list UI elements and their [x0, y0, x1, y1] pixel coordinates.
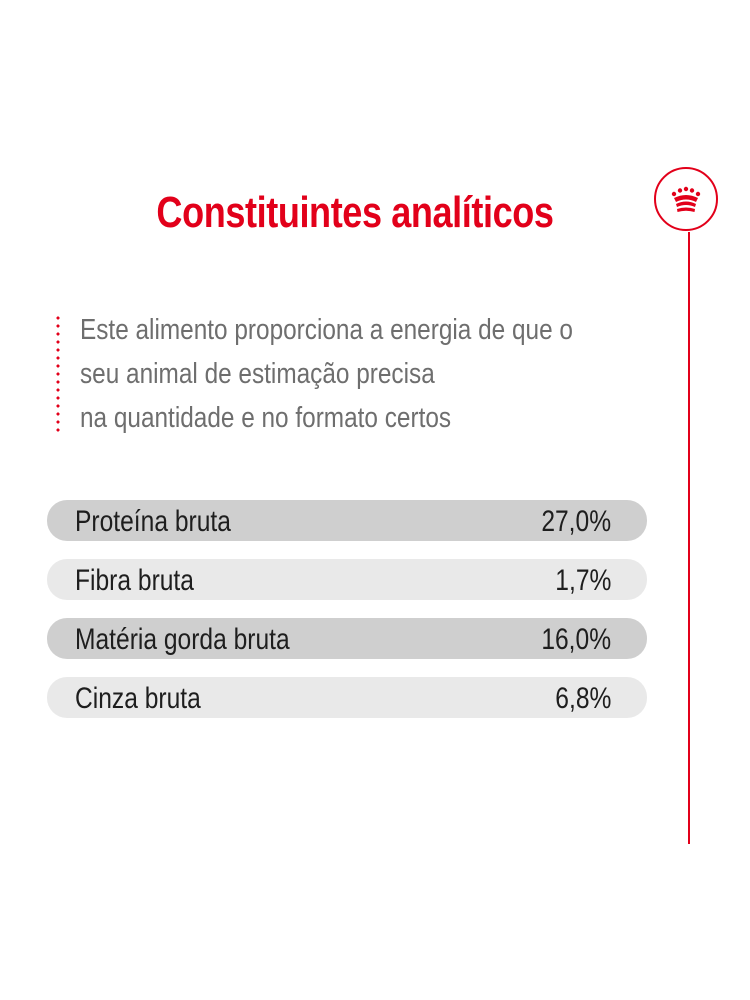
- intro-line: Este alimento proporciona a energia de q…: [80, 314, 573, 346]
- constituent-row: Cinza bruta 6,8%: [47, 677, 647, 718]
- dotted-divider: [56, 314, 60, 432]
- intro-block: Este alimento proporciona a energia de q…: [56, 308, 656, 440]
- intro-text: Este alimento proporciona a energia de q…: [80, 308, 634, 440]
- royal-crown-icon: [654, 167, 718, 231]
- constituent-label: Matéria gorda bruta: [75, 623, 290, 656]
- constituent-value: 6,8%: [554, 682, 611, 715]
- constituent-value: 16,0%: [541, 623, 611, 656]
- decorative-vertical-line: [688, 232, 690, 844]
- page-title: Constituintes analíticos: [156, 188, 554, 237]
- constituents-table: Proteína bruta 27,0% Fibra bruta 1,7% Ma…: [47, 500, 647, 736]
- constituent-label: Cinza bruta: [75, 682, 201, 715]
- constituent-label: Fibra bruta: [75, 564, 194, 597]
- intro-line: na quantidade e no formato certos: [80, 402, 452, 434]
- constituent-value: 1,7%: [554, 564, 611, 597]
- constituent-value: 27,0%: [541, 505, 611, 538]
- constituent-row: Matéria gorda bruta 16,0%: [47, 618, 647, 659]
- constituent-label: Proteína bruta: [75, 505, 231, 538]
- constituent-row: Proteína bruta 27,0%: [47, 500, 647, 541]
- intro-line: seu animal de estimação precisa: [80, 358, 435, 390]
- constituent-row: Fibra bruta 1,7%: [47, 559, 647, 600]
